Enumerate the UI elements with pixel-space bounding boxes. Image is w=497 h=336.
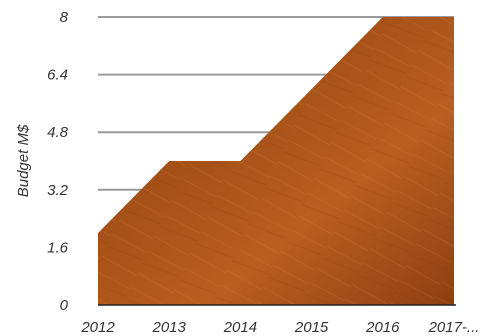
x-tick-label-2: 2014 — [223, 319, 257, 336]
x-tick-label-1: 2013 — [152, 319, 187, 336]
x-tick-labels: 2012 2013 2014 2015 2016 2017-... — [80, 319, 479, 336]
area-layer — [98, 17, 454, 305]
y-tick-label-5: 8 — [60, 9, 69, 26]
x-tick-label-5: 2017-... — [428, 319, 480, 336]
y-tick-label-2: 3.2 — [47, 182, 69, 199]
y-tick-label-4: 6.4 — [47, 67, 68, 84]
y-tick-label-3: 4.8 — [47, 124, 69, 141]
x-tick-label-4: 2016 — [365, 319, 400, 336]
y-tick-label-1: 1.6 — [47, 239, 69, 256]
y-tick-label-0: 0 — [60, 297, 69, 314]
y-tick-labels: 0 1.6 3.2 4.8 6.4 8 — [47, 9, 69, 314]
x-tick-label-0: 2012 — [80, 319, 115, 336]
x-tick-label-3: 2015 — [294, 319, 329, 336]
area-texture — [98, 17, 454, 305]
y-axis-label: Budget M$ — [15, 124, 32, 197]
